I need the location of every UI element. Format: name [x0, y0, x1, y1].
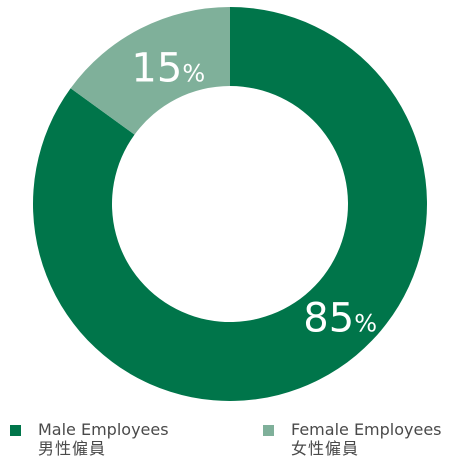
legend-swatch-female	[263, 425, 274, 436]
legend-label-male-zh: 男性僱員	[38, 439, 107, 458]
chart-legend: Male Employees 男性僱員 Female Employees 女性僱…	[0, 420, 451, 467]
donut-slice-male-employees	[32, 7, 428, 401]
donut-slices	[32, 7, 428, 401]
donut-labels: 85% 15%	[131, 45, 377, 341]
legend-item-male: Male Employees 男性僱員	[10, 420, 169, 458]
slice-label-male-employees: 85%	[303, 295, 377, 341]
legend-label-female: Female Employees	[291, 420, 442, 439]
legend-label-male: Male Employees	[38, 420, 169, 439]
legend-label-female-zh: 女性僱員	[291, 439, 360, 458]
slice-label-female-employees: 15%	[131, 45, 205, 91]
legend-swatch-male	[10, 425, 21, 436]
donut-slice-female-employees	[70, 7, 230, 135]
legend-item-female: Female Employees 女性僱員	[263, 420, 442, 458]
donut-chart: 85% 15%	[32, 7, 428, 401]
